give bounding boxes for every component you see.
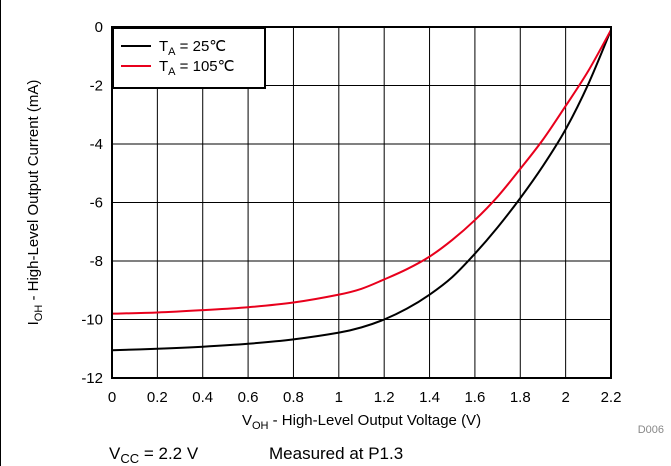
x-tick-label-10: 2: [561, 389, 569, 406]
x-tick-label-8: 1.6: [464, 389, 485, 406]
x-axis-label: VOH - High-Level Output Voltage (V): [242, 412, 481, 432]
legend-label-105c: TA = 105℃: [159, 58, 234, 78]
series-line-1: [111, 29, 612, 315]
y-tick-label-5: -10: [81, 312, 103, 329]
x-tick-label-6: 1.2: [374, 389, 395, 406]
x-tick-labels: 0 0.2 0.4 0.6 0.8 1 1.2 1.4 1.6 1.8 2 2.2: [108, 389, 622, 406]
y-tick-label-3: -6: [90, 195, 103, 212]
x-tick-label-4: 0.8: [283, 389, 304, 406]
legend: TA = 25℃ TA = 105℃: [112, 27, 266, 89]
x-tick-label-0: 0: [108, 389, 116, 406]
x-tick-label-7: 1.4: [419, 389, 440, 406]
y-tick-label-0: 0: [95, 19, 103, 36]
condition-vcc: VCC = 2.2 V: [109, 444, 199, 466]
y-tick-labels: 0 -2 -4 -6 -8 -10 -12: [81, 19, 103, 387]
x-tick-label-9: 1.8: [510, 389, 531, 406]
series-line-0: [111, 29, 612, 352]
y-tick-label-1: -2: [90, 78, 103, 95]
legend-box: [112, 27, 266, 89]
x-tick-label-2: 0.4: [192, 389, 213, 406]
legend-label-25c: TA = 25℃: [159, 38, 226, 58]
x-tick-label-5: 1: [335, 389, 343, 406]
series-lines: [111, 29, 612, 352]
y-tick-label-2: -4: [90, 136, 103, 153]
condition-measured: Measured at P1.3: [269, 444, 403, 463]
x-tick-label-11: 2.2: [601, 389, 622, 406]
y-tick-label-4: -8: [90, 253, 103, 270]
plot-border: [111, 26, 612, 379]
y-axis-label: IOH - High-Level Output Current (mA): [25, 80, 45, 326]
y-tick-label-6: -12: [81, 370, 103, 387]
figure-code: D006: [638, 424, 664, 436]
x-tick-label-3: 0.6: [238, 389, 259, 406]
x-tick-label-1: 0.2: [147, 389, 168, 406]
